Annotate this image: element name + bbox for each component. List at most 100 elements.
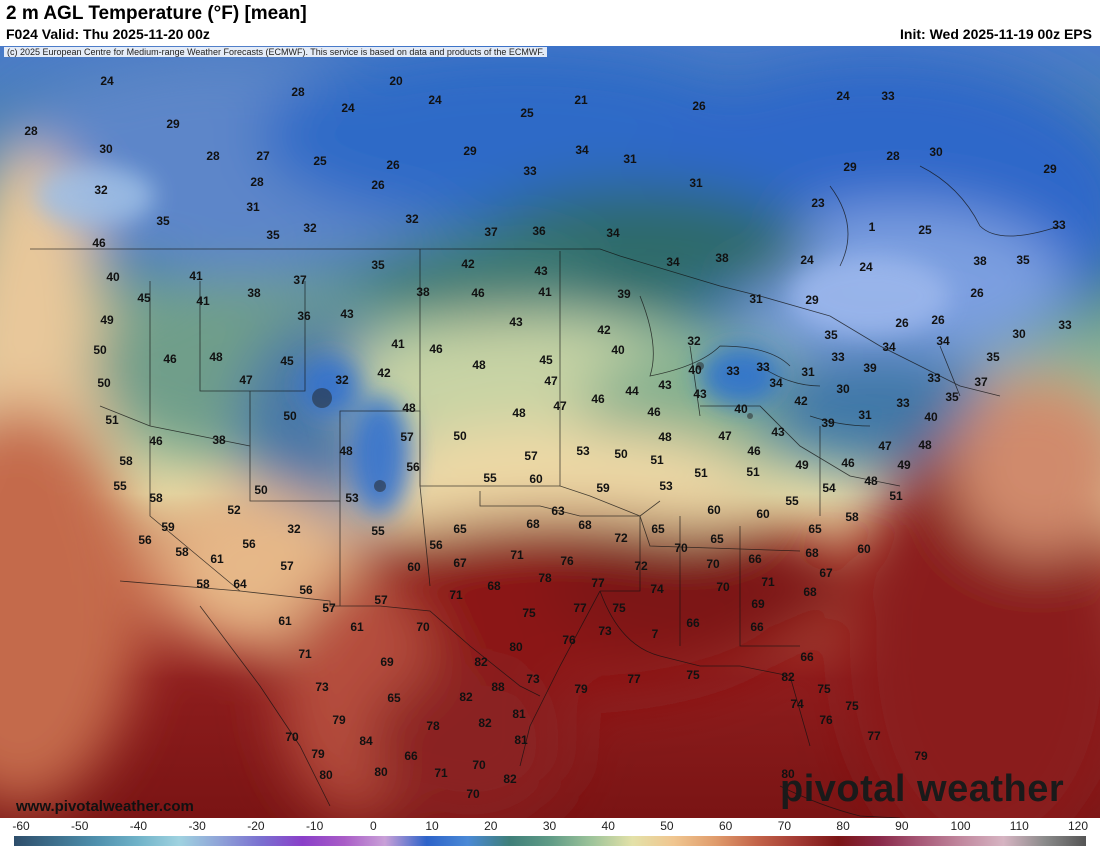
temperature-label: 49 bbox=[100, 313, 114, 327]
colorbar-gradient bbox=[14, 836, 1086, 846]
temperature-label: 70 bbox=[416, 620, 430, 634]
temperature-label: 68 bbox=[803, 585, 817, 599]
map-title: 2 m AGL Temperature (°F) [mean] bbox=[6, 3, 307, 24]
temperature-label: 53 bbox=[659, 479, 673, 493]
temperature-map[interactable]: 24 20 24 28 24 25 21 26 24 33 28 29 30 28 27 25 26 29 34 31… bbox=[0, 46, 1100, 818]
temperature-label: 77 bbox=[573, 601, 587, 615]
temperature-label: 70 bbox=[674, 541, 688, 555]
temperature-label: 46 bbox=[163, 352, 177, 366]
temperature-label: 78 bbox=[538, 571, 552, 585]
temperature-label: 58 bbox=[149, 491, 163, 505]
temperature-label: 57 bbox=[280, 559, 294, 573]
temperature-label: 24 bbox=[100, 74, 114, 88]
temperature-label: 26 bbox=[692, 99, 706, 113]
colorbar-tick-label: 10 bbox=[425, 819, 439, 833]
temperature-label: 47 bbox=[544, 374, 558, 388]
temperature-label: 40 bbox=[611, 343, 625, 357]
temperature-label: 68 bbox=[487, 579, 501, 593]
temperature-label: 71 bbox=[449, 588, 463, 602]
temperature-label: 76 bbox=[819, 713, 833, 727]
temperature-label: 50 bbox=[97, 376, 111, 390]
temperature-label: 65 bbox=[651, 522, 665, 536]
temperature-label: 37 bbox=[974, 375, 988, 389]
temperature-label: 60 bbox=[407, 560, 421, 574]
temperature-label: 58 bbox=[845, 510, 859, 524]
temperature-label: 63 bbox=[551, 504, 565, 518]
temperature-label: 44 bbox=[625, 384, 639, 398]
temperature-label: 64 bbox=[233, 577, 247, 591]
temperature-label: 31 bbox=[749, 292, 763, 306]
temperature-label: 77 bbox=[627, 672, 641, 686]
temperature-label: 37 bbox=[484, 225, 498, 239]
temperature-label: 74 bbox=[650, 582, 664, 596]
temperature-label: 28 bbox=[24, 124, 38, 138]
temperature-label: 75 bbox=[612, 601, 626, 615]
temperature-label: 70 bbox=[466, 787, 480, 801]
temperature-label: 58 bbox=[175, 545, 189, 559]
temperature-label: 70 bbox=[285, 730, 299, 744]
temperature-label: 73 bbox=[598, 624, 612, 638]
temperature-label: 81 bbox=[512, 707, 526, 721]
temperature-label: 50 bbox=[254, 483, 268, 497]
temperature-label: 47 bbox=[553, 399, 567, 413]
colorbar-tick-label: 40 bbox=[601, 819, 615, 833]
temperature-label: 40 bbox=[924, 410, 938, 424]
temperature-label: 33 bbox=[927, 371, 941, 385]
temperature-label: 34 bbox=[575, 143, 589, 157]
temperature-label: 24 bbox=[859, 260, 873, 274]
temperature-label: 32 bbox=[303, 221, 317, 235]
temperature-label: 70 bbox=[716, 580, 730, 594]
colorbar-legend: -60 -50 -40 -30 -20 -10 0 10 20 30 40 50 60 70 80 90 100… bbox=[0, 818, 1100, 850]
temperature-label: 34 bbox=[882, 340, 896, 354]
temperature-label: 30 bbox=[836, 382, 850, 396]
temperature-label: 69 bbox=[751, 597, 765, 611]
temperature-label: 71 bbox=[298, 647, 312, 661]
temperature-label: 79 bbox=[311, 747, 325, 761]
temperature-label: 79 bbox=[914, 749, 928, 763]
temperature-label: 66 bbox=[800, 650, 814, 664]
map-background bbox=[0, 46, 1100, 818]
temperature-label: 51 bbox=[105, 413, 119, 427]
colorbar-tick-label: 30 bbox=[542, 819, 557, 833]
temperature-label: 31 bbox=[623, 152, 637, 166]
temperature-label: 24 bbox=[428, 93, 442, 107]
temperature-label: 27 bbox=[256, 149, 270, 163]
colorbar-tick-label: -40 bbox=[129, 819, 148, 833]
temperature-label: 46 bbox=[471, 286, 485, 300]
brand-logo: pivotal weather bbox=[780, 768, 1065, 810]
temperature-label: 41 bbox=[391, 337, 405, 351]
temperature-label: 84 bbox=[359, 734, 373, 748]
temperature-label: 40 bbox=[734, 402, 748, 416]
temperature-label: 46 bbox=[747, 444, 761, 458]
temperature-label: 72 bbox=[634, 559, 648, 573]
temperature-label: 73 bbox=[315, 680, 329, 694]
temperature-label: 66 bbox=[748, 552, 762, 566]
temperature-label: 50 bbox=[453, 429, 467, 443]
temperature-label: 77 bbox=[591, 576, 605, 590]
temperature-label: 30 bbox=[929, 145, 943, 159]
temperature-label: 39 bbox=[617, 287, 631, 301]
temperature-label: 28 bbox=[886, 149, 900, 163]
temperature-label: 46 bbox=[647, 405, 661, 419]
temperature-label: 33 bbox=[726, 364, 740, 378]
temperature-label: 32 bbox=[687, 334, 701, 348]
temperature-label: 71 bbox=[510, 548, 524, 562]
temperature-label: 55 bbox=[371, 524, 385, 538]
temperature-label: 29 bbox=[1043, 162, 1057, 176]
temperature-label: 25 bbox=[918, 223, 932, 237]
colorbar-tick-label: 20 bbox=[484, 819, 498, 833]
temperature-label: 80 bbox=[374, 765, 388, 779]
temperature-label: 25 bbox=[313, 154, 327, 168]
temperature-label: 66 bbox=[404, 749, 418, 763]
temperature-label: 32 bbox=[94, 183, 108, 197]
temperature-label: 75 bbox=[522, 606, 536, 620]
temperature-label: 42 bbox=[461, 257, 475, 271]
temperature-label: 48 bbox=[658, 430, 672, 444]
temperature-label: 33 bbox=[523, 164, 537, 178]
temperature-label: 56 bbox=[138, 533, 152, 547]
temperature-label: 52 bbox=[227, 503, 241, 517]
temperature-label: 35 bbox=[156, 214, 170, 228]
colorbar-tick-label: -10 bbox=[305, 819, 324, 833]
colorbar-ticks: -60 -50 -40 -30 -20 -10 0 10 20 30 40 50 60 70 80 90 100… bbox=[0, 818, 1100, 834]
temperature-label: 82 bbox=[781, 670, 795, 684]
